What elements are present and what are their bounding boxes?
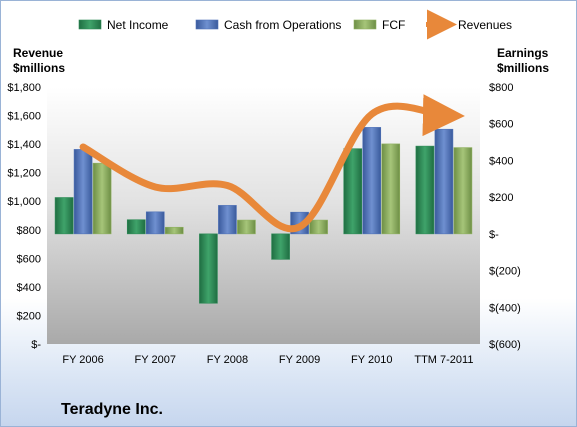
left-tick-label: $1,800 — [7, 82, 41, 94]
left-tick-label: $600 — [17, 253, 41, 265]
left-tick-label: $400 — [17, 282, 41, 294]
bar-cash-from-operations — [362, 127, 382, 235]
bar-net-income — [54, 197, 74, 235]
x-tick-label: FY 2010 — [351, 354, 392, 366]
revenues-line — [79, 94, 465, 233]
left-tick-label: $- — [31, 339, 41, 351]
bar-net-income — [343, 148, 363, 235]
right-axis: $(600) $(400) $(200) $- $200 $400 $600 $800 — [489, 82, 521, 351]
legend-swatch — [195, 19, 219, 30]
bar-fcf — [164, 226, 184, 235]
chart-title: Teradyne Inc. — [61, 401, 163, 418]
bar-fcf — [237, 219, 256, 235]
left-tick-label: $1,600 — [7, 111, 41, 123]
right-tick-label: $(400) — [489, 302, 521, 314]
bar-cash-from-operations — [73, 149, 93, 235]
left-axis-label: Revenue $millions — [13, 46, 66, 75]
bar-fcf — [309, 219, 328, 235]
bar-cash-from-operations — [145, 211, 165, 235]
legend-swatch — [353, 19, 377, 30]
x-tick-label: FY 2008 — [207, 354, 248, 366]
bars — [54, 127, 473, 304]
right-tick-label: $- — [489, 229, 499, 241]
left-tick-label: $1,000 — [7, 196, 41, 208]
legend-label: FCF — [382, 18, 405, 32]
x-tick-label: TTM 7-2011 — [414, 354, 473, 366]
bar-fcf — [381, 143, 401, 235]
right-tick-label: $(600) — [489, 339, 521, 351]
x-tick-label: FY 2007 — [135, 354, 176, 366]
legend: Net Income Cash from Operations FCF Revenue… — [78, 9, 512, 40]
left-tick-label: $200 — [17, 310, 41, 322]
left-tick-label: $1,400 — [7, 139, 41, 151]
right-tick-label: $600 — [489, 119, 513, 131]
bar-net-income — [199, 233, 218, 304]
right-tick-label: $(200) — [489, 266, 521, 278]
x-axis: FY 2006 FY 2007 FY 2008 FY 2009 FY 2010 TTM 7… — [62, 354, 473, 366]
right-tick-label: $200 — [489, 192, 513, 204]
left-tick-label: $1,200 — [7, 168, 41, 180]
legend-label: Revenues — [458, 18, 512, 32]
bar-cash-from-operations — [218, 205, 237, 235]
right-axis-label: Earnings $millions — [497, 46, 552, 75]
x-tick-label: FY 2009 — [279, 354, 320, 366]
legend-label: Cash from Operations — [224, 18, 341, 32]
right-tick-label: $800 — [489, 82, 513, 94]
left-tick-label: $800 — [17, 225, 41, 237]
x-tick-label: FY 2006 — [62, 354, 103, 366]
bar-fcf — [453, 147, 473, 235]
bar-cash-from-operations — [434, 128, 454, 235]
legend-swatch — [78, 19, 102, 30]
bar-net-income — [415, 145, 435, 235]
left-axis: $- $200 $400 $600 $800 $1,000 $1,200 $1,400 $1,6… — [7, 82, 41, 351]
bar-net-income — [271, 233, 290, 260]
legend-label: Net Income — [107, 18, 169, 32]
right-tick-label: $400 — [489, 155, 513, 167]
bar-net-income — [126, 219, 146, 235]
revenues-line-path — [79, 94, 465, 233]
bar-fcf — [92, 162, 112, 235]
